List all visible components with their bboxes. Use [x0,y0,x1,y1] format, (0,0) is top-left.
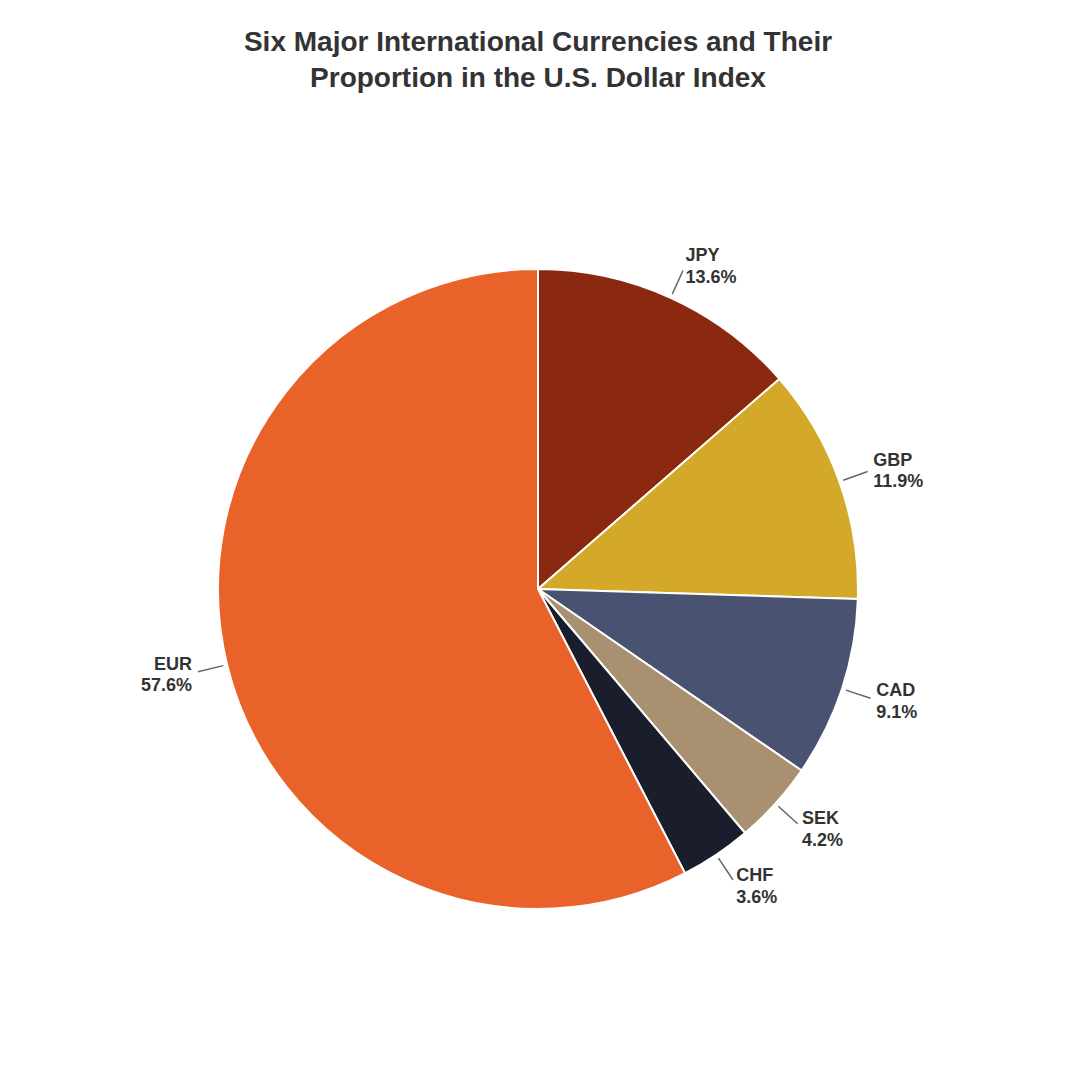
svg-text:EUR57.6%: EUR57.6% [141,654,192,696]
svg-text:SEK4.2%: SEK4.2% [802,808,843,850]
html-text:Proportion in the U.S. Dollar: Proportion in the U.S. Dollar Index [310,62,766,93]
html-text:Six Major International Curren: Six Major International Currencies and T… [243,26,833,57]
svg-text:CHF3.6%: CHF3.6% [736,865,777,907]
svg-text:CAD9.1%: CAD9.1% [876,680,917,722]
svg-text:GBP11.9%: GBP11.9% [873,450,923,492]
svg-text:JPY13.6%: JPY13.6% [686,245,737,287]
